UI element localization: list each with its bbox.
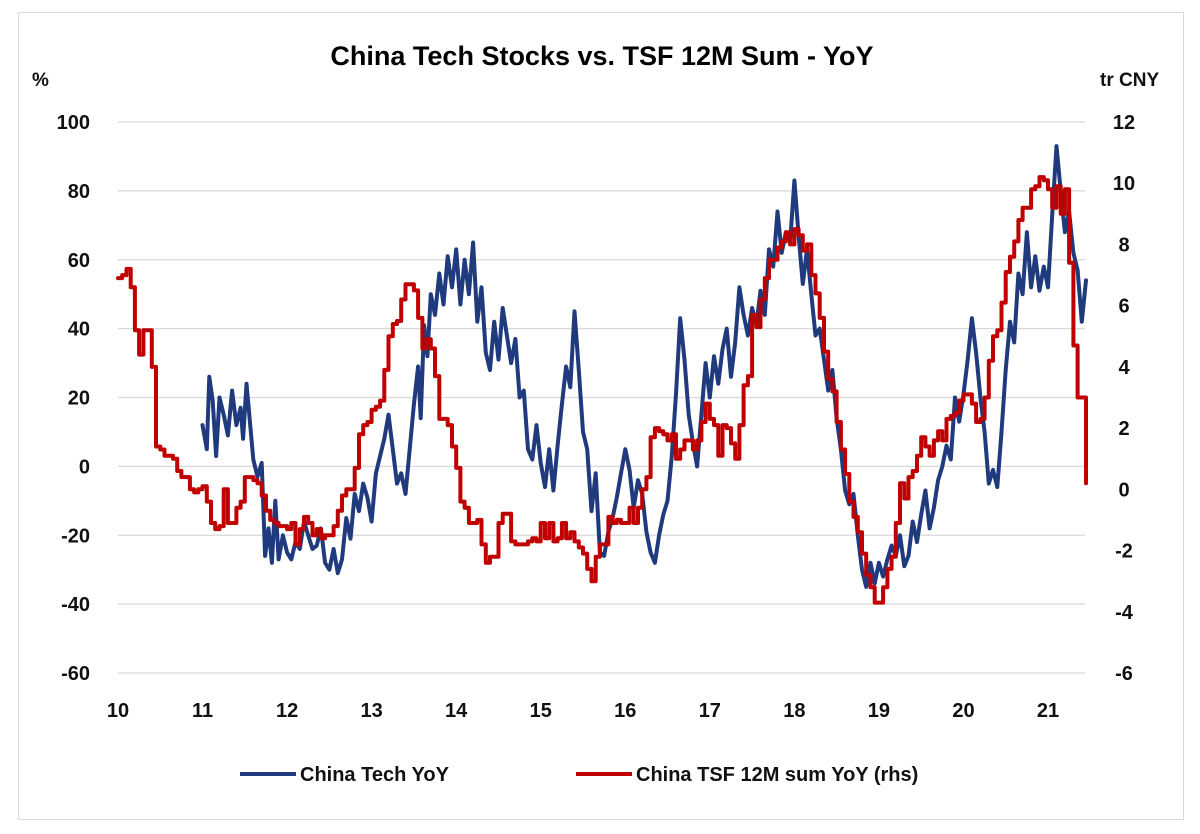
right-axis-unit: tr CNY: [1100, 70, 1159, 91]
x-tick-label: 21: [1037, 700, 1059, 722]
right-tick-label: 6: [1118, 296, 1129, 318]
x-tick-label: 18: [783, 700, 805, 722]
x-tick-label: 12: [276, 700, 298, 722]
left-tick-label: 40: [68, 319, 90, 341]
legend-label-china-tsf: China TSF 12M sum YoY (rhs): [636, 764, 918, 786]
series-line-china-tech: [200, 144, 1088, 589]
series-lines: [116, 144, 1088, 605]
x-tick-label: 20: [952, 700, 974, 722]
chart-title: China Tech Stocks vs. TSF 12M Sum - YoY: [330, 41, 873, 71]
left-tick-label: -60: [61, 663, 90, 685]
x-tick-label: 15: [530, 700, 552, 722]
left-tick-label: 60: [68, 250, 90, 272]
right-tick-label: 0: [1118, 479, 1129, 501]
right-tick-label: 2: [1118, 418, 1129, 440]
right-tick-label: 12: [1113, 112, 1135, 134]
left-tick-label: 100: [57, 112, 90, 134]
series-line-china-tsf: [116, 175, 1088, 605]
right-axis-ticks: 12 10 8 6 4 2 0 -2 -4 -6: [1113, 112, 1135, 685]
x-axis-ticks: 10 11 12 13 14 15 16 17 18 19 20 21: [107, 700, 1059, 722]
right-tick-label: 4: [1118, 357, 1130, 379]
x-tick-label: 17: [699, 700, 721, 722]
right-tick-label: -2: [1115, 541, 1133, 563]
left-axis-ticks: 100 80 60 40 20 0 -20 -40 -60: [57, 112, 90, 685]
right-tick-label: 8: [1118, 234, 1129, 256]
x-tick-label: 14: [445, 700, 468, 722]
right-tick-label: -6: [1115, 663, 1133, 685]
left-tick-label: -40: [61, 594, 90, 616]
left-tick-label: -20: [61, 525, 90, 547]
x-tick-label: 13: [361, 700, 383, 722]
right-tick-label: -4: [1115, 602, 1134, 624]
right-tick-label: 10: [1113, 173, 1135, 195]
left-tick-label: 0: [79, 456, 90, 478]
gridlines: [118, 121, 1085, 674]
x-tick-label: 11: [192, 700, 213, 722]
left-tick-label: 80: [68, 181, 90, 203]
x-tick-label: 16: [614, 700, 636, 722]
left-tick-label: 20: [68, 388, 90, 410]
x-tick-label: 19: [868, 700, 890, 722]
left-axis-unit: %: [32, 70, 49, 91]
legend: China Tech YoY China TSF 12M sum YoY (rhs…: [240, 764, 918, 786]
legend-label-china-tech: China Tech YoY: [300, 764, 450, 786]
x-tick-label: 10: [107, 700, 129, 722]
